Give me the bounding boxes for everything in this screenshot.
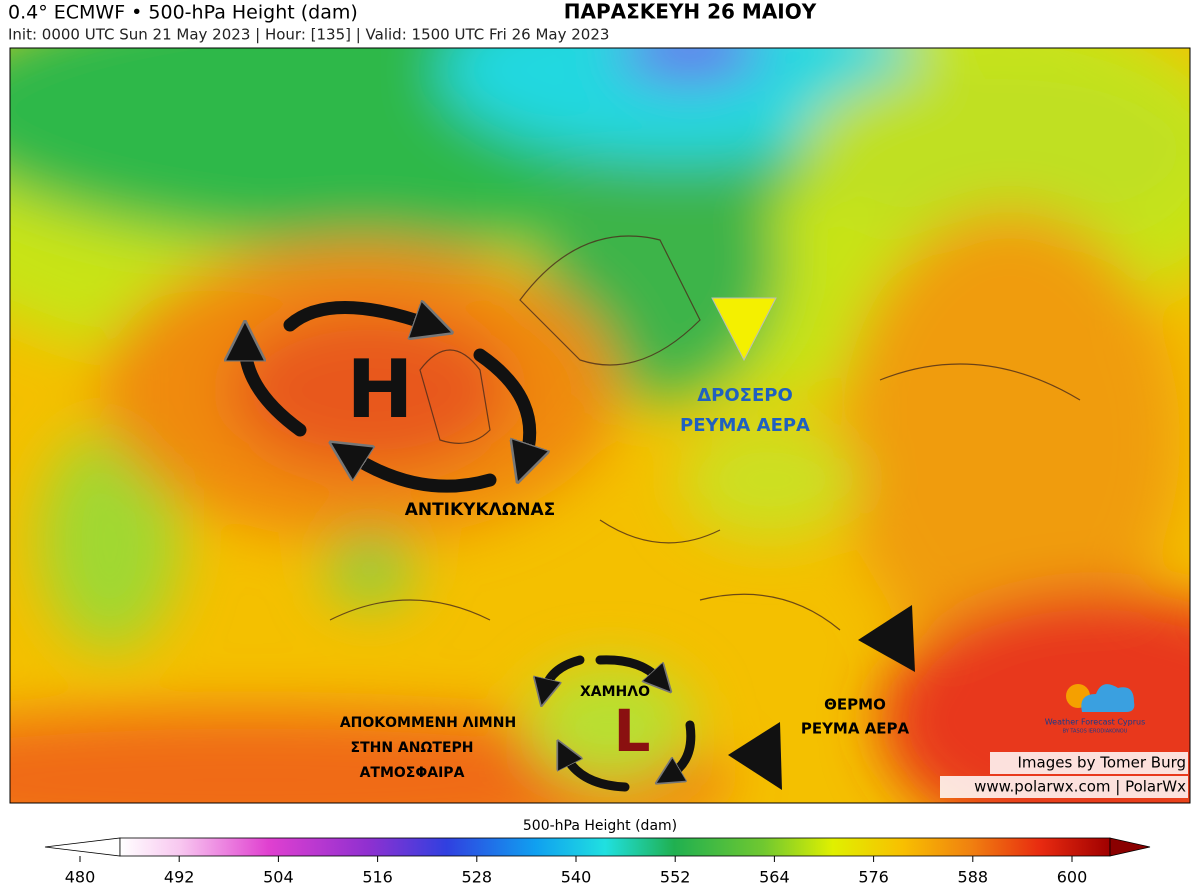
- colorbar-tick-label: 492: [164, 868, 195, 887]
- colorbar-tick-label: 576: [858, 868, 889, 887]
- colorbar-tick-label: 600: [1057, 868, 1088, 887]
- warm-arrow: [858, 605, 915, 672]
- low-arrows: [545, 655, 696, 792]
- colorbar-tick-label: 564: [759, 868, 790, 887]
- credit-text: Images by Tomer Burg: [1017, 754, 1186, 772]
- cool-flow-label: ΔΡΟΣΕΡΟ: [697, 385, 793, 406]
- colorbar-tick-label: 552: [660, 868, 691, 887]
- colorbar-tick-label: 480: [65, 868, 96, 887]
- cutoff-low-label: ΑΤΜΟΣΦΑΙΡΑ: [360, 765, 465, 781]
- anticyclone-arrows: [245, 308, 530, 493]
- colorbar-tick-label: 540: [561, 868, 592, 887]
- cutoff-low-label: ΣΤΗΝ ΑΝΩΤΕΡΗ: [351, 740, 474, 756]
- credit-text: www.polarwx.com | PolarWx: [974, 778, 1186, 796]
- headline: ΠΑΡΑΣΚΕΥΗ 26 ΜΑΙΟΥ: [564, 0, 817, 24]
- warm-arrow: [728, 722, 782, 790]
- colorbar-tick-label: 588: [958, 868, 989, 887]
- warm-flow-label: ΡΕΥΜΑ ΑΕΡΑ: [801, 720, 910, 738]
- title: 0.4° ECMWF • 500-hPa Height (dam): [8, 2, 358, 24]
- warm-flow-label: ΘΕΡΜΟ: [824, 696, 886, 714]
- high-label: ΑΝΤΙΚΥΚΛΩΝΑΣ: [405, 500, 556, 520]
- colorbar-tick-label: 504: [263, 868, 294, 887]
- high-letter: H: [347, 343, 414, 436]
- cool-arrow: [711, 297, 777, 362]
- cool-flow-label: ΡΕΥΜΑ ΑΕΡΑ: [680, 415, 810, 436]
- low-letter: L: [614, 697, 651, 765]
- colorbar-tick-label: 516: [362, 868, 393, 887]
- colorbar-tick-label: 528: [462, 868, 493, 887]
- logo-text: Weather Forecast Cyprus: [1045, 718, 1146, 727]
- map-field: [10, 48, 1190, 803]
- colorbar: [44, 837, 1151, 857]
- logo-subtext: BY TASOS IERODIAKONOU: [1063, 729, 1128, 735]
- cutoff-low-label: ΑΠΟΚΟΜΜΕΝΗ ΛΙΜΝΗ: [340, 715, 516, 731]
- logo: Weather Forecast Cyprus BY TASOS IERODIA…: [1045, 684, 1146, 735]
- subtitle: Init: 0000 UTC Sun 21 May 2023 | Hour: […: [8, 26, 609, 44]
- low-label: ΧΑΜΗΛΟ: [580, 684, 650, 700]
- colorbar-label: 500-hPa Height (dam): [523, 818, 677, 834]
